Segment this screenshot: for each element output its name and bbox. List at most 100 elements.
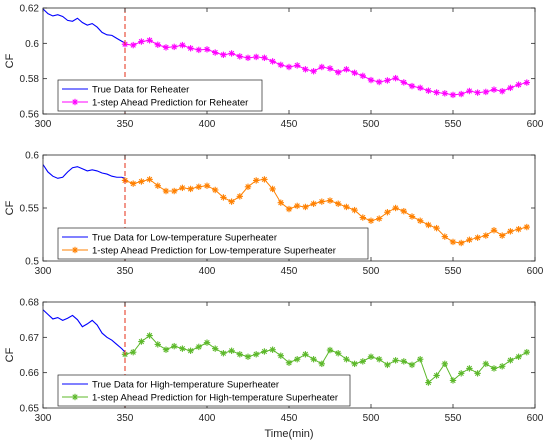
prediction-point <box>171 342 178 350</box>
prediction-point <box>203 339 211 346</box>
prediction-point <box>351 360 358 368</box>
prediction-point <box>195 343 202 351</box>
prediction-point <box>302 351 309 358</box>
prediction-point <box>392 204 399 212</box>
prediction-point <box>195 46 202 54</box>
prediction-point <box>195 183 202 190</box>
prediction-point <box>318 198 325 205</box>
x-tick-label: 500 <box>363 413 380 424</box>
prediction-point <box>466 365 473 372</box>
prediction-point <box>466 87 473 95</box>
prediction-point <box>302 203 309 211</box>
prediction-point <box>408 361 416 369</box>
y-tick-label: 0.67 <box>20 333 40 344</box>
x-tick-label: 500 <box>363 266 380 277</box>
prediction-point <box>482 88 489 96</box>
prediction-point <box>425 87 432 94</box>
prediction-point <box>261 54 268 62</box>
prediction-point <box>228 347 235 354</box>
prediction-point <box>376 356 383 363</box>
prediction-point <box>171 43 178 51</box>
chart-panel-1: 300 350 400 450 500 550 600 0.56 0.58 0.6 0.62 CF Tr… <box>4 4 544 131</box>
true-data-line <box>43 164 126 179</box>
prediction-point <box>310 68 317 75</box>
prediction-point <box>310 200 317 207</box>
x-axis-label: Time(min) <box>264 428 313 440</box>
x-tick-label: 450 <box>281 266 298 277</box>
prediction-point <box>507 357 514 364</box>
legend-entry: True Data for Reheater <box>92 85 189 96</box>
prediction-point <box>138 38 145 45</box>
legend-marker <box>71 246 79 254</box>
prediction-point <box>417 356 424 363</box>
prediction-point <box>376 215 383 222</box>
prediction-point <box>499 363 506 370</box>
x-tick-label: 350 <box>117 119 134 130</box>
y-axis-label: CF <box>4 347 16 362</box>
prediction-point <box>146 176 153 183</box>
prediction-point <box>335 350 342 357</box>
prediction-point <box>162 44 170 51</box>
y-tick-label: 0.6 <box>25 151 39 162</box>
prediction-point <box>474 234 481 241</box>
prediction-point <box>367 76 375 84</box>
prediction-point <box>244 183 252 190</box>
prediction-point <box>269 346 276 353</box>
prediction-point <box>359 214 366 221</box>
prediction-point <box>458 370 465 377</box>
prediction-point <box>474 370 481 377</box>
prediction-point <box>408 213 416 220</box>
prediction-point <box>335 200 342 207</box>
x-tick-label: 450 <box>281 413 298 424</box>
series-layer <box>43 164 530 247</box>
prediction-point <box>400 358 407 365</box>
prediction-point <box>236 351 243 358</box>
prediction-point <box>294 62 301 69</box>
prediction-point <box>253 177 260 184</box>
prediction-point <box>474 89 481 96</box>
y-tick-label: 0.55 <box>20 204 40 215</box>
prediction-point <box>326 346 334 354</box>
prediction-point <box>244 54 252 62</box>
x-tick-label: 550 <box>445 266 462 277</box>
prediction-point <box>515 353 522 360</box>
prediction-point <box>507 84 514 92</box>
prediction-point <box>384 209 391 216</box>
prediction-point <box>449 238 457 246</box>
legend-marker <box>71 393 79 401</box>
prediction-point <box>269 58 276 65</box>
prediction-point <box>138 178 145 185</box>
x-tick-label: 600 <box>527 266 544 277</box>
prediction-point <box>236 193 243 200</box>
prediction-point <box>130 180 137 187</box>
prediction-point <box>367 217 375 224</box>
prediction-point <box>212 186 219 194</box>
prediction-point <box>146 37 153 44</box>
legend: True Data for High-temperature Superheat… <box>57 374 351 407</box>
x-tick-label: 400 <box>199 119 216 130</box>
prediction-point <box>162 346 170 353</box>
prediction-point <box>318 63 325 71</box>
legend-box <box>57 227 369 260</box>
prediction-point <box>523 79 530 86</box>
prediction-point <box>171 187 178 195</box>
prediction-point <box>154 182 161 189</box>
prediction-point <box>162 187 170 195</box>
x-tick-label: 450 <box>281 119 298 130</box>
prediction-point <box>326 197 334 204</box>
prediction-point <box>425 379 432 386</box>
prediction-point <box>343 203 350 211</box>
chart-panel-3: 300 350 400 450 500 550 600 0.65 0.66 0.67 0.68 CF T… <box>4 298 544 441</box>
prediction-point <box>187 45 194 52</box>
prediction-point <box>244 353 252 360</box>
legend-entry: 1-step Ahead Prediction for Reheater <box>92 98 248 109</box>
x-tick-label: 350 <box>117 413 134 424</box>
prediction-point <box>130 348 137 356</box>
prediction-point <box>351 206 358 214</box>
prediction-point <box>138 338 145 345</box>
prediction-point <box>449 377 457 384</box>
y-tick-label: 0.56 <box>20 110 40 121</box>
x-tick-label: 350 <box>117 266 134 277</box>
prediction-point <box>261 348 268 355</box>
chart-panel-2: 300 350 400 450 500 550 600 0.5 0.55 0.6 CF True Da… <box>4 151 544 278</box>
